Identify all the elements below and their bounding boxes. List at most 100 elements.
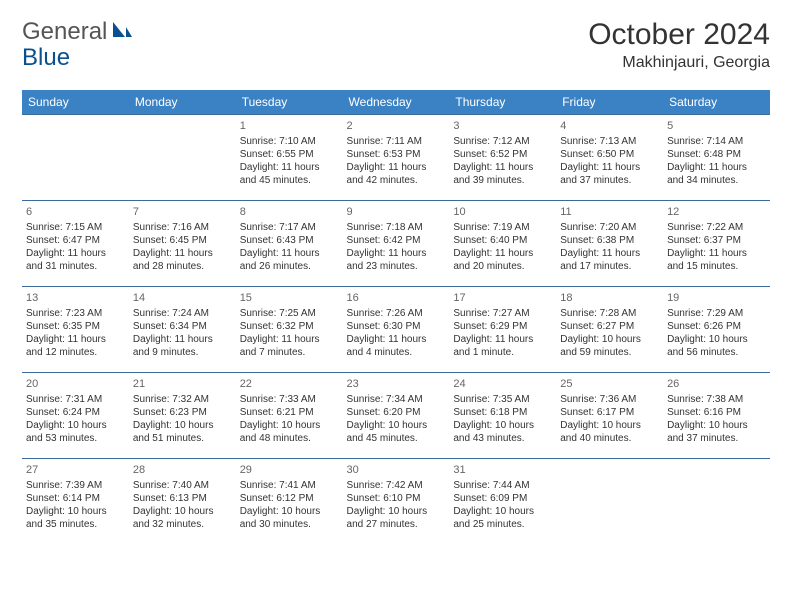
sunset-line: Sunset: 6:18 PM: [453, 406, 552, 419]
daylight-line: Daylight: 11 hours and 17 minutes.: [560, 247, 659, 273]
day-number: 23: [347, 377, 446, 391]
calendar-empty-cell: [22, 115, 129, 201]
daylight-line: Daylight: 11 hours and 31 minutes.: [26, 247, 125, 273]
day-number: 19: [667, 291, 766, 305]
calendar-day-cell: 7Sunrise: 7:16 AMSunset: 6:45 PMDaylight…: [129, 201, 236, 287]
sunset-line: Sunset: 6:30 PM: [347, 320, 446, 333]
calendar-day-cell: 14Sunrise: 7:24 AMSunset: 6:34 PMDayligh…: [129, 287, 236, 373]
sunset-line: Sunset: 6:12 PM: [240, 492, 339, 505]
day-number: 10: [453, 205, 552, 219]
daylight-line: Daylight: 11 hours and 28 minutes.: [133, 247, 232, 273]
sunrise-line: Sunrise: 7:12 AM: [453, 135, 552, 148]
calendar-day-cell: 22Sunrise: 7:33 AMSunset: 6:21 PMDayligh…: [236, 373, 343, 459]
calendar-day-cell: 19Sunrise: 7:29 AMSunset: 6:26 PMDayligh…: [663, 287, 770, 373]
daylight-line: Daylight: 10 hours and 25 minutes.: [453, 505, 552, 531]
weekday-header: Saturday: [663, 90, 770, 115]
sunrise-line: Sunrise: 7:19 AM: [453, 221, 552, 234]
location: Makhinjauri, Georgia: [588, 54, 770, 72]
daylight-line: Daylight: 10 hours and 40 minutes.: [560, 419, 659, 445]
sunset-line: Sunset: 6:21 PM: [240, 406, 339, 419]
sunrise-line: Sunrise: 7:25 AM: [240, 307, 339, 320]
daylight-line: Daylight: 10 hours and 27 minutes.: [347, 505, 446, 531]
sunrise-line: Sunrise: 7:17 AM: [240, 221, 339, 234]
sunset-line: Sunset: 6:09 PM: [453, 492, 552, 505]
calendar-day-cell: 29Sunrise: 7:41 AMSunset: 6:12 PMDayligh…: [236, 459, 343, 545]
calendar-empty-cell: [663, 459, 770, 545]
day-number: 29: [240, 463, 339, 477]
sunset-line: Sunset: 6:13 PM: [133, 492, 232, 505]
day-number: 4: [560, 119, 659, 133]
daylight-line: Daylight: 11 hours and 7 minutes.: [240, 333, 339, 359]
calendar-day-cell: 21Sunrise: 7:32 AMSunset: 6:23 PMDayligh…: [129, 373, 236, 459]
weekday-header: Wednesday: [343, 90, 450, 115]
daylight-line: Daylight: 10 hours and 43 minutes.: [453, 419, 552, 445]
daylight-line: Daylight: 11 hours and 34 minutes.: [667, 161, 766, 187]
sunset-line: Sunset: 6:17 PM: [560, 406, 659, 419]
weekday-header: Thursday: [449, 90, 556, 115]
weekday-header: Friday: [556, 90, 663, 115]
daylight-line: Daylight: 10 hours and 59 minutes.: [560, 333, 659, 359]
daylight-line: Daylight: 11 hours and 37 minutes.: [560, 161, 659, 187]
sunrise-line: Sunrise: 7:26 AM: [347, 307, 446, 320]
daylight-line: Daylight: 11 hours and 42 minutes.: [347, 161, 446, 187]
day-number: 1: [240, 119, 339, 133]
header: General October 2024 Makhinjauri, Georgi…: [22, 18, 770, 72]
calendar-day-cell: 30Sunrise: 7:42 AMSunset: 6:10 PMDayligh…: [343, 459, 450, 545]
calendar-day-cell: 31 Sunrise: 7:44 AMSunset: 6:09 PMDayligh…: [449, 459, 556, 545]
day-number: 18: [560, 291, 659, 305]
calendar-day-cell: 10Sunrise: 7:19 AMSunset: 6:40 PMDayligh…: [449, 201, 556, 287]
calendar-table: SundayMondayTuesdayWednesdayThursdayFrid…: [22, 90, 770, 545]
daylight-line: Daylight: 11 hours and 9 minutes.: [133, 333, 232, 359]
sunset-line: Sunset: 6:20 PM: [347, 406, 446, 419]
logo-sail-icon: [111, 20, 133, 45]
sunrise-line: Sunrise: 7:32 AM: [133, 393, 232, 406]
daylight-line: Daylight: 10 hours and 35 minutes.: [26, 505, 125, 531]
weekday-header: Sunday: [22, 90, 129, 115]
sunset-line: Sunset: 6:38 PM: [560, 234, 659, 247]
sunrise-line: Sunrise: 7:18 AM: [347, 221, 446, 234]
sunrise-line: Sunrise: 7:33 AM: [240, 393, 339, 406]
sunset-line: Sunset: 6:52 PM: [453, 148, 552, 161]
daylight-line: Daylight: 11 hours and 23 minutes.: [347, 247, 446, 273]
calendar-empty-cell: [129, 115, 236, 201]
sunrise-line: Sunrise: 7:22 AM: [667, 221, 766, 234]
sunset-line: Sunset: 6:29 PM: [453, 320, 552, 333]
calendar-day-cell: 3Sunrise: 7:12 AMSunset: 6:52 PMDaylight…: [449, 115, 556, 201]
title-block: October 2024 Makhinjauri, Georgia: [588, 18, 770, 72]
calendar-day-cell: 25Sunrise: 7:36 AMSunset: 6:17 PMDayligh…: [556, 373, 663, 459]
day-number: 16: [347, 291, 446, 305]
sunset-line: Sunset: 6:53 PM: [347, 148, 446, 161]
page-title: October 2024: [588, 18, 770, 52]
day-number: 26: [667, 377, 766, 391]
day-number: 21: [133, 377, 232, 391]
sunset-line: Sunset: 6:14 PM: [26, 492, 125, 505]
day-number: 30: [347, 463, 446, 477]
sunset-line: Sunset: 6:43 PM: [240, 234, 339, 247]
day-number: 15: [240, 291, 339, 305]
weekday-header: Monday: [129, 90, 236, 115]
calendar-day-cell: 23Sunrise: 7:34 AMSunset: 6:20 PMDayligh…: [343, 373, 450, 459]
sunrise-line: Sunrise: 7:27 AM: [453, 307, 552, 320]
daylight-line: Daylight: 11 hours and 4 minutes.: [347, 333, 446, 359]
sunset-line: Sunset: 6:27 PM: [560, 320, 659, 333]
calendar-day-cell: 9Sunrise: 7:18 AMSunset: 6:42 PMDaylight…: [343, 201, 450, 287]
calendar-body: 1Sunrise: 7:10 AMSunset: 6:55 PMDaylight…: [22, 115, 770, 545]
day-number: 12: [667, 205, 766, 219]
logo-blue-text: Blue: [22, 44, 70, 71]
day-number: 20: [26, 377, 125, 391]
sunset-line: Sunset: 6:40 PM: [453, 234, 552, 247]
calendar-day-cell: 5Sunrise: 7:14 AMSunset: 6:48 PMDaylight…: [663, 115, 770, 201]
daylight-line: Daylight: 10 hours and 51 minutes.: [133, 419, 232, 445]
daylight-line: Daylight: 11 hours and 26 minutes.: [240, 247, 339, 273]
calendar-day-cell: 16 Sunrise: 7:26 AMSunset: 6:30 PMDayligh…: [343, 287, 450, 373]
day-number: 31: [453, 463, 552, 477]
calendar-day-cell: 27Sunrise: 7:39 AMSunset: 6:14 PMDayligh…: [22, 459, 129, 545]
logo-gray-text: General: [22, 18, 107, 46]
calendar-day-cell: 13Sunrise: 7:23 AMSunset: 6:35 PMDayligh…: [22, 287, 129, 373]
daylight-line: Daylight: 10 hours and 45 minutes.: [347, 419, 446, 445]
calendar-week-row: 6Sunrise: 7:15 AMSunset: 6:47 PMDaylight…: [22, 201, 770, 287]
day-number: 2: [347, 119, 446, 133]
day-number: 7: [133, 205, 232, 219]
sunrise-line: Sunrise: 7:44 AM: [453, 479, 552, 492]
daylight-line: Daylight: 10 hours and 32 minutes.: [133, 505, 232, 531]
